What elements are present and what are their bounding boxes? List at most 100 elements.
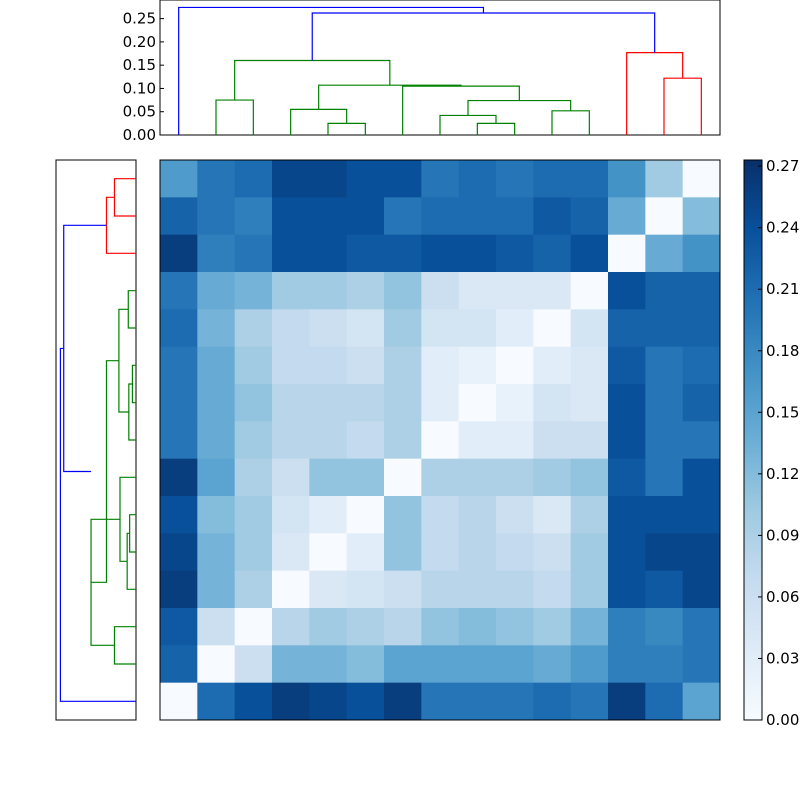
heatmap-cell [421,608,460,646]
left-dendrogram-link [91,360,119,583]
heatmap-cell [421,384,460,422]
heatmap-cell [272,533,310,572]
heatmap-cell [197,458,236,497]
heatmap-cell [309,346,348,385]
heatmap-cell [682,309,721,348]
heatmap-cell [645,608,684,646]
top-dendrogram-ytick-label: 0.25 [123,10,156,28]
heatmap-cell [645,384,684,422]
heatmap-cell [496,421,534,460]
heatmap-cell [608,346,646,385]
heatmap-cell [197,309,236,348]
heatmap-cell [346,682,385,721]
colorbar: 0.00 0.03 0.06 0.09 0.12 0.15 0.18 0.21 0.24 0.27 [743,157,799,729]
heatmap-cell [346,645,385,684]
heatmap-cell [645,421,684,460]
heatmap-cell [570,160,609,198]
left-dendrogram-link [113,626,136,665]
top-dendrogram-link [215,99,254,135]
heatmap-cell [160,160,198,198]
heatmap-cell [533,160,572,198]
heatmap-cell [197,570,236,609]
heatmap-cell [384,234,422,273]
heatmap-cell [309,645,348,684]
heatmap-cell [570,570,609,609]
heatmap-cell [346,458,385,497]
heatmap-cell [234,458,273,497]
heatmap-cell [496,458,534,497]
heatmap-cell [197,160,236,198]
heatmap-cell [309,160,348,198]
heatmap-cell [160,608,198,646]
heatmap-cell [384,458,422,497]
heatmap-cell [384,309,422,348]
heatmap-cell [197,496,236,534]
heatmap-cell [496,197,534,236]
heatmap-cell [458,160,497,198]
top-dendrogram-link [318,84,462,110]
top-dendrogram-link [178,6,485,135]
colorbar-tick-label: 0.06 [766,588,799,606]
heatmap-cell [160,458,198,497]
heatmap-cell [645,458,684,497]
heatmap-cell [234,234,273,273]
heatmap-cell [272,160,310,198]
heatmap-cell [346,234,385,273]
heatmap-frame [159,159,721,721]
heatmap-cell [160,533,198,572]
heatmap-cell [458,458,497,497]
heatmap-cell [421,421,460,460]
heatmap-cell [309,309,348,348]
heatmap-cell [272,682,310,721]
heatmap-cell [533,458,572,497]
heatmap-cell [645,346,684,385]
heatmap-cell [682,197,721,236]
heatmap-cell [160,234,198,273]
heatmap-cell [234,533,273,572]
heatmap-cell [458,346,497,385]
heatmap-cell [533,682,572,721]
left-dendrogram [55,159,137,721]
heatmap-cell [234,309,273,348]
heatmap-cell [160,384,198,422]
heatmap-cell [384,682,422,721]
heatmap-cell [421,160,460,198]
heatmap-cell [533,346,572,385]
top-dendrogram-ytick-label: 0.00 [123,126,156,144]
left-dendrogram-link [59,347,136,702]
heatmap-cell [570,645,609,684]
heatmap-cell [608,197,646,236]
heatmap-cell [496,272,534,310]
heatmap-cell [309,421,348,460]
heatmap-cell [384,570,422,609]
heatmap-cell [421,496,460,534]
heatmap-cell [160,309,198,348]
heatmap-cell [309,272,348,310]
heatmap-cell [421,458,460,497]
heatmap-cell [272,384,310,422]
heatmap-cell [570,682,609,721]
colorbar-tick-label: 0.00 [766,711,799,729]
top-dendrogram-link [467,99,572,116]
heatmap-cell [309,384,348,422]
heatmap-cell [272,272,310,310]
top-dendrogram-link [327,122,366,135]
heatmap-cell [384,384,422,422]
heatmap-cell [346,160,385,198]
heatmap-cell [197,608,236,646]
heatmap-cell [421,197,460,236]
heatmap-cell [197,346,236,385]
heatmap-cell [346,608,385,646]
heatmap-cell [496,570,534,609]
heatmap-cell [608,458,646,497]
top-dendrogram-link [290,108,348,135]
heatmap-cell [458,421,497,460]
heatmap-cell [421,645,460,684]
heatmap-cell [682,533,721,572]
heatmap-cell [570,197,609,236]
heatmap-cell [272,570,310,609]
heatmap-cell [608,234,646,273]
heatmap-cell [421,533,460,572]
left-dendrogram-link [113,178,136,217]
